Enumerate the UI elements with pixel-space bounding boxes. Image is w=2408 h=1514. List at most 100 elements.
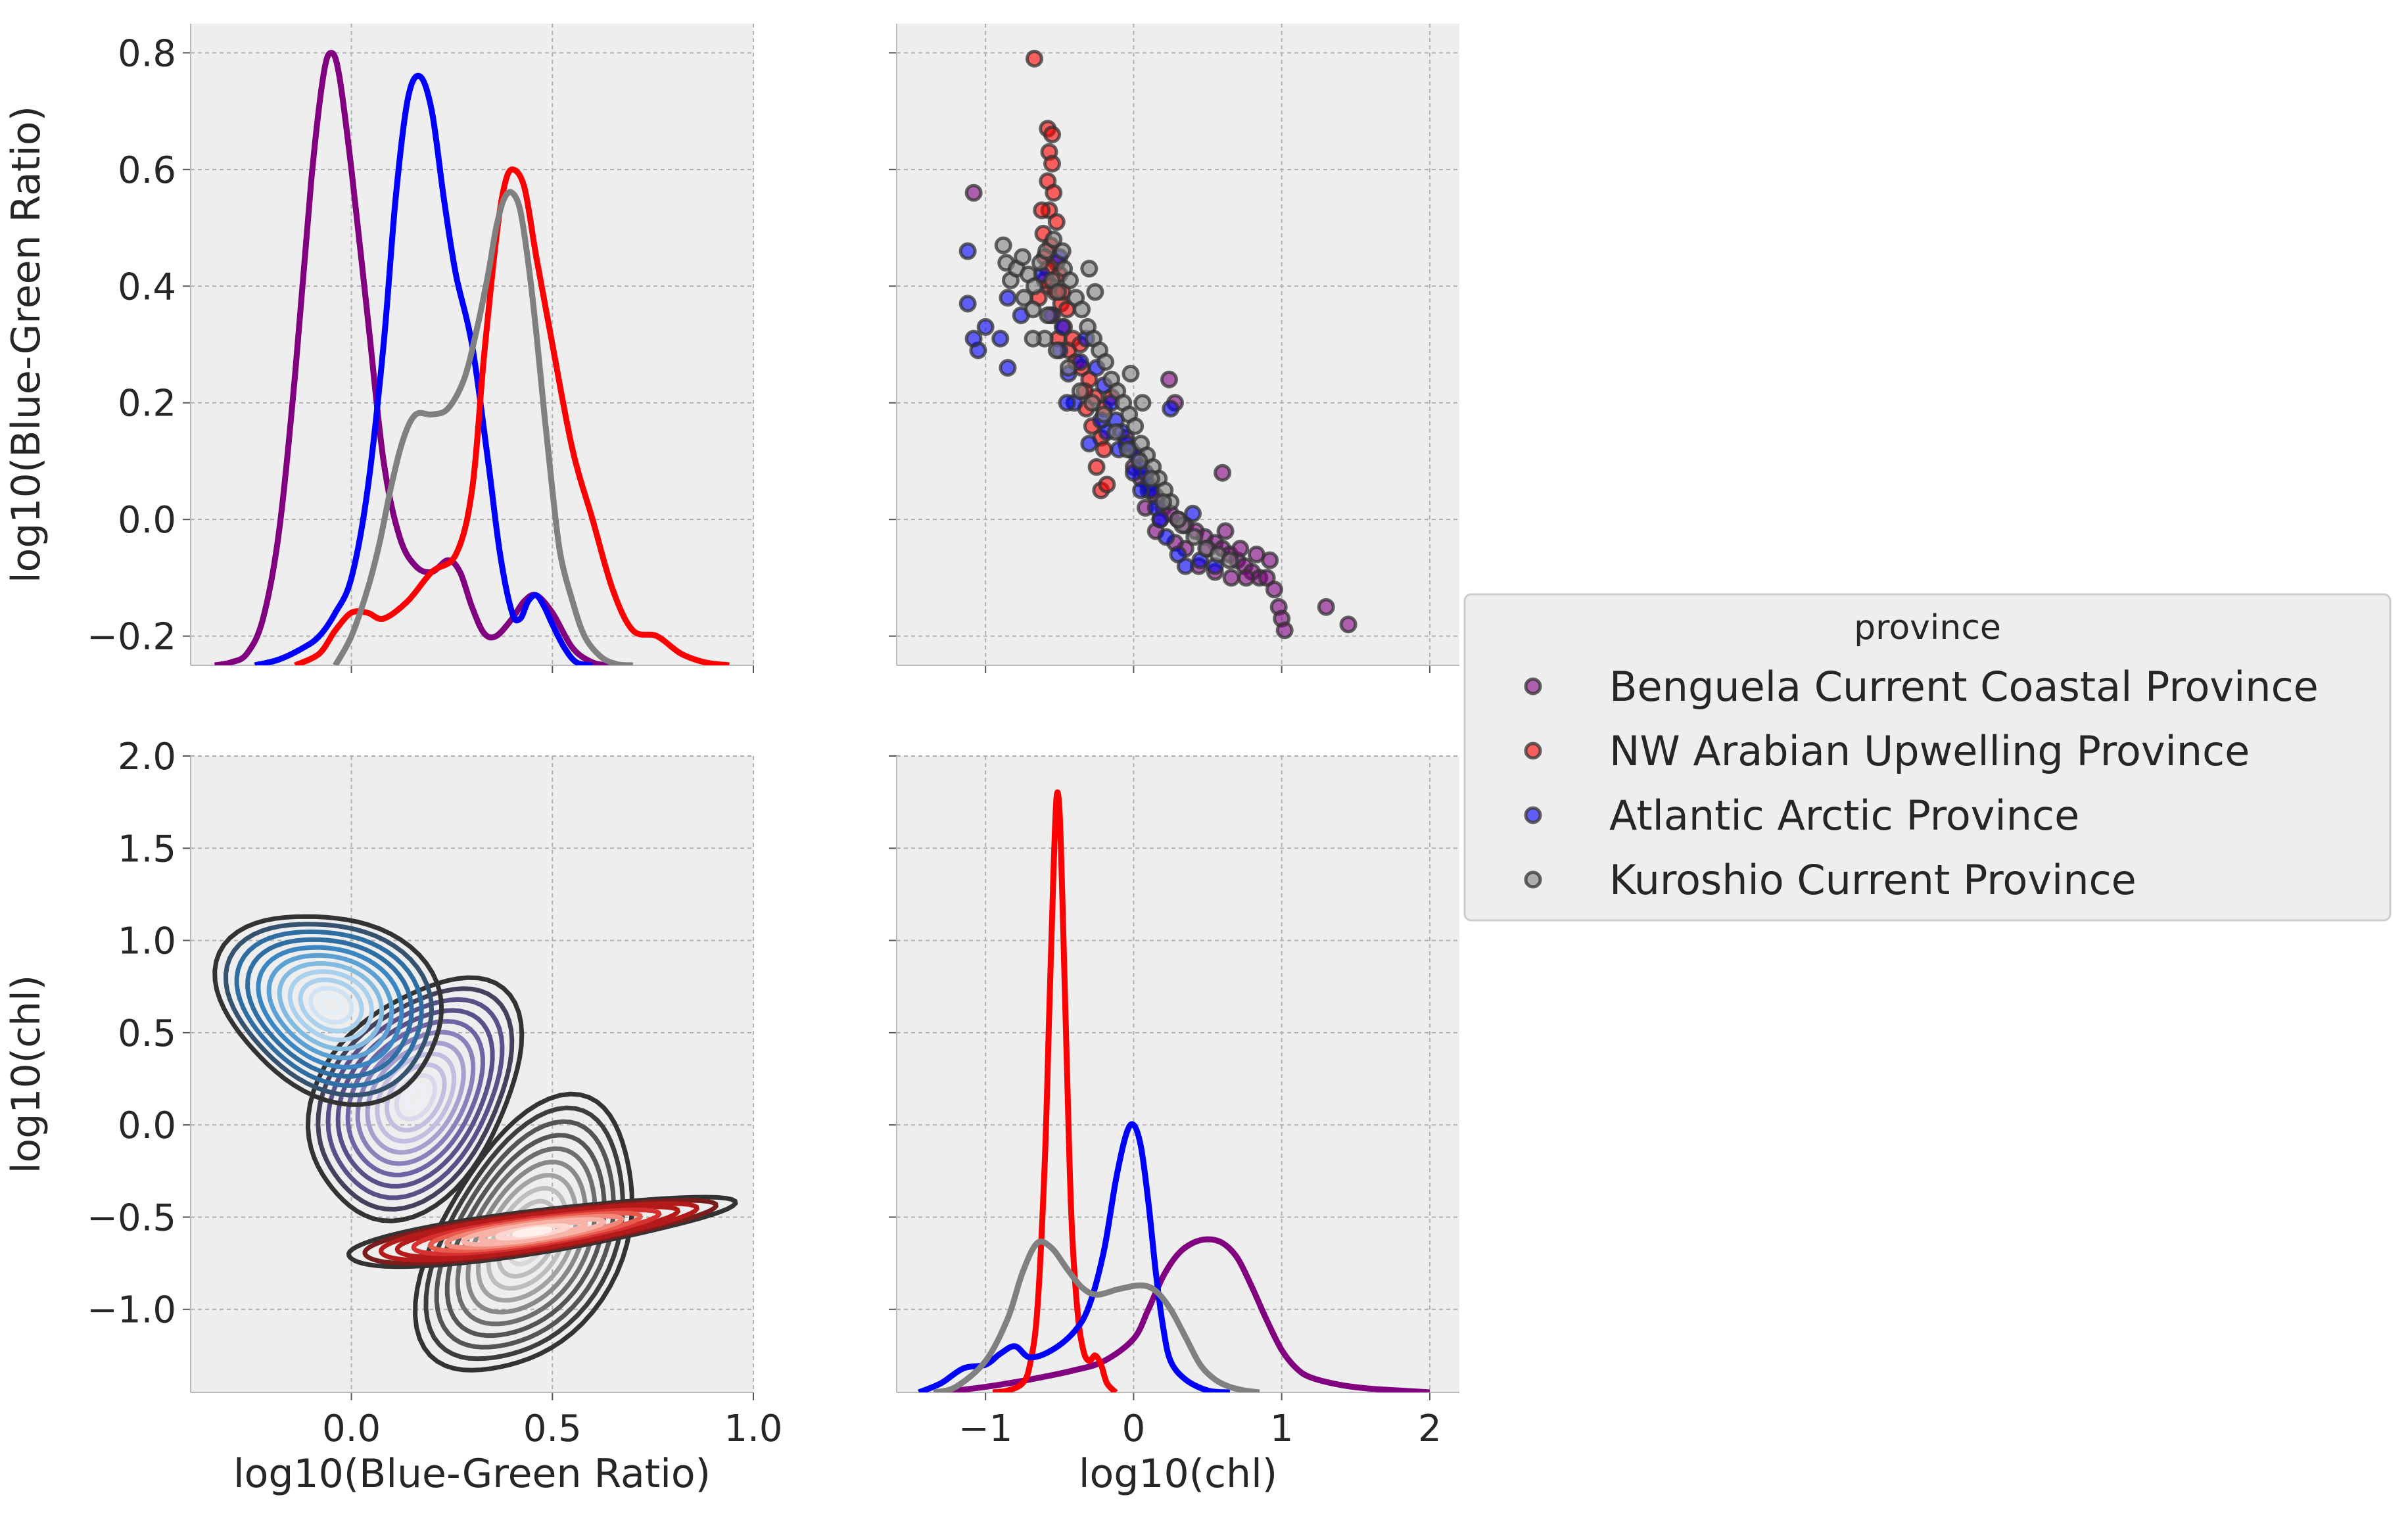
scatter-point-atlantic-arctic: [1132, 481, 1150, 500]
scatter-point-kuroshio: [1013, 248, 1031, 266]
y-tick-label: −1.0: [87, 1289, 176, 1332]
xlabel-blue-green-ratio: log10(Blue-Green Ratio): [233, 1451, 711, 1497]
scatter-point-kuroshio: [1047, 341, 1066, 360]
scatter-point-kuroshio: [1045, 230, 1063, 248]
contour-line-purples: [404, 1084, 428, 1111]
y-tick-label: 0.2: [118, 383, 176, 425]
scatter-point-atlantic-arctic: [1176, 557, 1194, 575]
legend-label-nw-arabian: NW Arabian Upwelling Province: [1609, 727, 2250, 775]
y-tick-label: 1.5: [118, 828, 176, 870]
scatter-point-nw-arabian: [1087, 458, 1106, 476]
scatter-point-kuroshio: [1039, 306, 1057, 325]
scatter-point-atlantic-arctic: [1151, 510, 1169, 529]
legend-label-atlantic-arctic: Atlantic Arctic Province: [1609, 792, 2079, 840]
scatter-point-kuroshio: [1059, 358, 1077, 377]
legend-marker-nw-arabian: [1524, 742, 1542, 760]
scatter-point-kuroshio: [1133, 394, 1152, 412]
y-tick-label: 0.6: [118, 149, 176, 192]
scatter-point-nw-arabian: [1025, 49, 1043, 68]
scatter-point-atlantic-arctic: [1058, 394, 1076, 412]
scatter-point-benguela: [1275, 621, 1294, 640]
scatter-point-kuroshio: [1083, 394, 1101, 412]
scatter-point-atlantic-arctic: [976, 318, 995, 336]
scatter-point-atlantic-arctic: [1053, 318, 1072, 336]
scatter-point-nw-arabian: [1045, 183, 1063, 202]
scatter-point-atlantic-arctic: [1162, 400, 1180, 418]
scatter-point-atlantic-arctic: [964, 329, 983, 348]
scatter-point-kuroshio: [1121, 364, 1140, 383]
plot-content: [918, 789, 1430, 1392]
kde-line-benguela: [941, 1236, 1430, 1392]
scatter-point-nw-arabian: [1043, 154, 1062, 173]
scatter-point-nw-arabian: [1098, 475, 1116, 494]
scatter-point-atlantic-arctic: [1184, 504, 1202, 523]
scatter-point-atlantic-arctic: [999, 289, 1017, 307]
plot-content: [212, 914, 738, 1373]
contour-line-blues: [223, 922, 435, 1098]
x-tick-label: 1.0: [724, 1408, 782, 1450]
y-tick-label: −0.5: [87, 1196, 176, 1239]
scatter-point-kuroshio: [1106, 423, 1125, 441]
scatter-point-kuroshio: [1025, 277, 1043, 295]
contour-line-blues: [212, 914, 444, 1107]
kde-line-nw-arabian: [992, 789, 1118, 1392]
scatter-point-benguela: [1339, 615, 1357, 634]
scatter-point-kuroshio: [1071, 382, 1089, 400]
scatter-point-kuroshio: [994, 236, 1012, 254]
y-tick-label: 0.5: [118, 1012, 176, 1055]
scatter-point-atlantic-arctic: [991, 329, 1010, 348]
y-tick-label: 0.0: [118, 499, 176, 542]
legend-label-kuroshio: Kuroshio Current Province: [1609, 856, 2137, 904]
y-tick-label: 0.8: [118, 32, 176, 75]
kde-line-atlantic-arctic: [294, 166, 730, 665]
scatter-point-kuroshio: [1221, 551, 1239, 569]
scatter-point-nw-arabian: [1033, 201, 1051, 220]
scatter-point-benguela: [1231, 540, 1250, 558]
x-tick-label: 0.0: [322, 1408, 381, 1450]
plot-content: [214, 49, 730, 665]
scatter-point-benguela: [1216, 522, 1235, 540]
scatter-point-benguela: [964, 183, 983, 202]
ylabel-chl: log10(chl): [3, 975, 49, 1173]
legend-marker-benguela: [1524, 677, 1542, 696]
scatter-point-benguela: [1160, 370, 1178, 389]
scatter-point-benguela: [1317, 598, 1335, 616]
scatter-point-kuroshio: [1154, 493, 1172, 511]
x-tick-label: 1: [1270, 1408, 1294, 1450]
contour-line-greys: [455, 1146, 598, 1327]
plot-area: [897, 756, 1459, 1392]
scatter-point-kuroshio: [1118, 440, 1137, 459]
scatter-point-kuroshio: [1169, 510, 1187, 529]
scatter-point-kuroshio: [1130, 452, 1148, 470]
contour-line-purples: [325, 997, 505, 1200]
scatter-point-kuroshio: [1061, 271, 1079, 289]
scatter-point-kuroshio: [1142, 469, 1160, 488]
legend-marker-kuroshio: [1524, 870, 1542, 889]
x-tick-label: 0.5: [523, 1408, 582, 1450]
contour-line-blues: [287, 969, 374, 1043]
ylabel-blue-green-ratio: log10(Blue-Green Ratio): [3, 106, 49, 583]
x-tick-label: −1: [958, 1408, 1013, 1450]
scatter-point-kuroshio: [1053, 242, 1072, 260]
contour-line-blues: [256, 945, 404, 1070]
scatter-point-kuroshio: [1015, 289, 1033, 307]
y-tick-label: 1.0: [118, 920, 176, 963]
kde2d-contour-panel: 0.0 0.5 1.0 −1.0 −0.5 0.0 0.5 1.0 1.5 2.0: [87, 736, 783, 1450]
scatter-point-kuroshio: [1080, 260, 1098, 278]
legend-title: province: [1854, 608, 2001, 648]
kde-chl-panel: −1 0 1 2: [889, 755, 1459, 1450]
kde-line-kuroshio: [333, 189, 633, 665]
contour-line-blues: [319, 994, 344, 1016]
scatter-point-benguela: [1261, 551, 1279, 569]
scatter-point-kuroshio: [1185, 528, 1204, 546]
scatter-point-nw-arabian: [1047, 213, 1066, 231]
scatter-point-atlantic-arctic: [1157, 528, 1175, 546]
scatter-point-atlantic-arctic: [958, 295, 977, 313]
y-tick-label: −0.2: [87, 616, 176, 659]
contour-line-purples: [375, 1051, 457, 1144]
x-tick-label: 0: [1122, 1408, 1146, 1450]
plot-content: [958, 49, 1357, 640]
kde-blue-green-ratio-panel: −0.2 0.0 0.2 0.4 0.6 0.8: [87, 24, 754, 673]
x-tick-label: 2: [1418, 1408, 1442, 1450]
